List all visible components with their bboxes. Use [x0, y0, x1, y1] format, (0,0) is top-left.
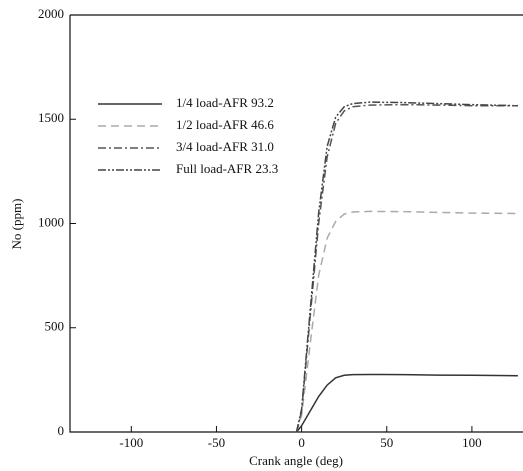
x-tick-label: 0 [298, 435, 305, 450]
x-tick-label: 50 [380, 435, 393, 450]
series-line [295, 373, 518, 433]
x-tick-label: 100 [462, 435, 482, 450]
x-tick-label: -100 [119, 435, 143, 450]
x-axis-label: Crank angle (deg) [249, 453, 343, 468]
plot-frame [69, 14, 523, 433]
y-tick-label: 500 [45, 319, 65, 334]
y-tick-label: 2000 [38, 6, 64, 21]
legend-label: 1/2 load-AFR 46.6 [176, 117, 274, 132]
y-tick-label: 0 [58, 423, 65, 438]
series-line [295, 101, 518, 433]
x-tick-label: -50 [208, 435, 225, 450]
series-line [295, 210, 518, 433]
legend-label: Full load-AFR 23.3 [176, 161, 278, 176]
y-tick-label: 1500 [38, 110, 64, 125]
y-tick-label: 1000 [38, 214, 64, 229]
legend-label: 3/4 load-AFR 31.0 [176, 139, 274, 154]
legend-label: 1/4 load-AFR 93.2 [176, 95, 274, 110]
y-axis-label: No (ppm) [9, 199, 24, 250]
